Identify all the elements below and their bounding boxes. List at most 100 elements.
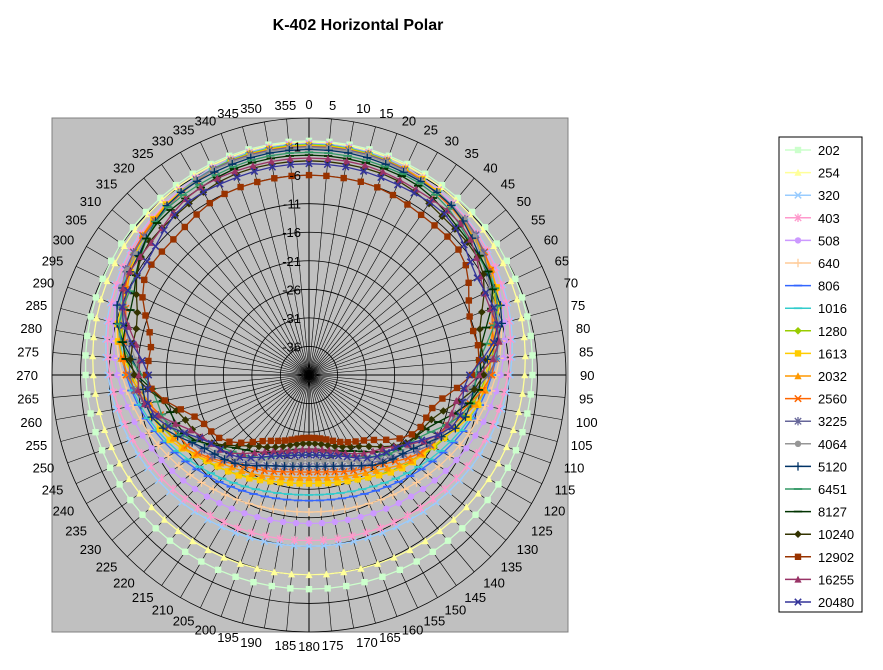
- data-point: [427, 415, 436, 424]
- data-point: [84, 391, 91, 398]
- data-point: [319, 535, 328, 545]
- data-point: [429, 404, 436, 412]
- legend-entry-1016: 1016: [785, 301, 847, 316]
- data-point: [234, 523, 242, 533]
- data-point: [210, 449, 219, 459]
- data-point: [376, 523, 384, 533]
- data-point: [379, 573, 386, 580]
- data-point: [89, 352, 97, 360]
- data-point: [337, 438, 344, 446]
- data-point: [266, 516, 274, 524]
- grid-spoke: [308, 308, 558, 376]
- data-point: [268, 504, 278, 514]
- data-point: [461, 412, 470, 422]
- series-12902: [139, 171, 483, 446]
- data-point: [98, 447, 106, 454]
- angle-tick-label: 115: [555, 483, 576, 498]
- data-point: [472, 400, 480, 408]
- data-point: [191, 485, 199, 493]
- legend-label: 5120: [818, 459, 847, 474]
- data-point: [428, 195, 436, 203]
- data-point: [343, 582, 350, 590]
- data-point: [139, 432, 146, 439]
- data-point: [468, 371, 476, 379]
- angle-tick-label: 330: [152, 133, 174, 148]
- data-point: [118, 303, 126, 311]
- data-point: [477, 308, 486, 316]
- data-point: [119, 284, 127, 292]
- data-point: [107, 257, 115, 264]
- data-point: [305, 434, 313, 442]
- data-point: [419, 485, 427, 493]
- data-point: [412, 185, 420, 193]
- data-point: [111, 259, 119, 267]
- data-point: [434, 431, 442, 439]
- legend-entry-2560: 2560: [785, 392, 847, 407]
- data-point: [164, 452, 173, 461]
- data-point: [144, 429, 154, 438]
- angle-tick-label: 130: [517, 542, 539, 557]
- data-point: [215, 434, 223, 442]
- data-point: [95, 408, 103, 416]
- data-point: [444, 233, 451, 240]
- angle-tick-label: 95: [579, 392, 593, 407]
- data-point: [282, 457, 290, 465]
- data-point: [97, 295, 105, 303]
- data-point: [288, 462, 298, 471]
- data-point: [341, 163, 350, 171]
- data-point: [166, 436, 173, 444]
- radial-tick-label: -1: [289, 140, 301, 155]
- data-point: [452, 473, 461, 483]
- data-point: [506, 353, 514, 362]
- data-point: [448, 409, 456, 417]
- data-point: [137, 448, 146, 458]
- data-point: [440, 210, 449, 218]
- data-point: [504, 370, 512, 380]
- data-point: [390, 553, 398, 561]
- data-point: [466, 235, 475, 243]
- data-point: [479, 371, 488, 379]
- data-point: [154, 441, 163, 450]
- data-point: [455, 246, 462, 253]
- radial-labels: -1 -6 -11 -16 -21 -26 -31 -36: [282, 140, 301, 355]
- data-point: [383, 436, 390, 443]
- data-point: [466, 464, 474, 472]
- angle-tick-label: 125: [531, 523, 553, 538]
- data-point: [431, 222, 438, 229]
- data-point: [249, 161, 257, 169]
- data-point: [184, 198, 192, 206]
- data-point: [197, 478, 206, 487]
- data-point: [453, 456, 460, 464]
- data-point: [420, 437, 428, 445]
- legend-label: 640: [818, 256, 840, 271]
- data-point: [129, 434, 137, 444]
- data-point: [291, 451, 299, 460]
- data-point: [329, 437, 337, 445]
- data-point: [280, 506, 290, 515]
- data-point: [305, 474, 313, 481]
- data-point: [161, 397, 168, 404]
- data-point: [197, 183, 205, 191]
- legend-marker: [794, 237, 802, 244]
- data-point: [464, 429, 474, 438]
- legend-entry-320: 320: [785, 188, 840, 203]
- data-point: [248, 528, 256, 537]
- data-point: [439, 395, 446, 402]
- data-point: [130, 371, 139, 379]
- data-point: [146, 237, 154, 246]
- angle-tick-label: 270: [16, 368, 38, 383]
- data-point: [480, 289, 488, 297]
- data-point: [388, 490, 398, 500]
- data-point: [164, 422, 172, 431]
- data-point: [169, 434, 177, 442]
- angle-tick-label: 80: [576, 321, 590, 336]
- data-point: [349, 537, 358, 546]
- angle-tick-label: 195: [217, 630, 239, 645]
- data-point: [181, 223, 188, 231]
- data-point: [388, 454, 398, 464]
- data-point: [315, 480, 322, 487]
- data-point: [357, 564, 365, 572]
- data-point: [82, 352, 89, 359]
- data-point: [423, 470, 433, 480]
- data-point: [132, 290, 141, 299]
